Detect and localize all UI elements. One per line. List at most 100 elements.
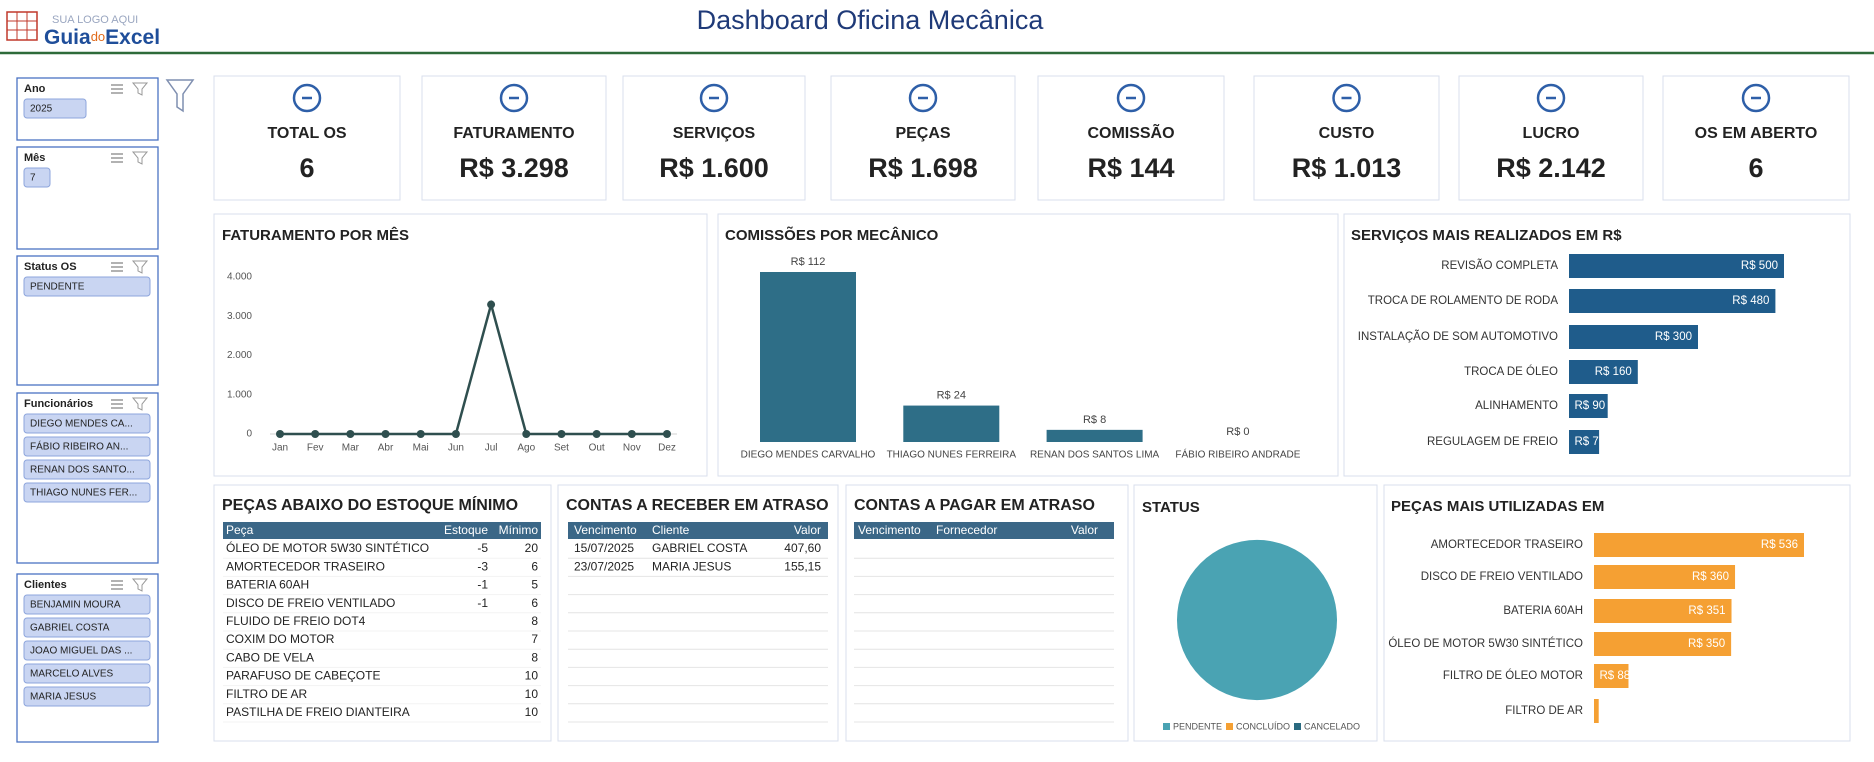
y-tick-label: ALINHAMENTO (1475, 400, 1558, 412)
panel (1458, 75, 1644, 201)
slicer-multiselect-button[interactable] (111, 262, 123, 272)
kpi-value: R$ 144 (1087, 153, 1174, 183)
point (451, 430, 460, 438)
kpi-label: LUCRO (1523, 125, 1580, 142)
x-tick-label: Jul (485, 443, 498, 454)
x-tick-label: Abr (378, 443, 394, 454)
panel (622, 75, 806, 201)
kpi-value: R$ 1.013 (1292, 153, 1402, 183)
slicer-clear-button[interactable] (131, 397, 149, 411)
kpi-icon (1116, 83, 1146, 113)
slicer-item[interactable] (23, 617, 151, 638)
x-tick-label: DIEGO MENDES CARVALHO (741, 450, 876, 461)
panel (1037, 75, 1225, 201)
kpi-value: R$ 1.698 (868, 153, 978, 183)
table-cell: 20 (525, 541, 539, 555)
y-tick-label: AMORTECEDOR TRASEIRO (1431, 539, 1583, 551)
slicer-item[interactable] (23, 276, 151, 297)
slicer-item[interactable] (23, 663, 151, 684)
column-header: Cliente (652, 523, 690, 537)
point (311, 430, 320, 438)
point (487, 300, 496, 309)
slicer-clear-button[interactable] (131, 82, 149, 96)
kpi-value: 6 (299, 153, 314, 183)
dashboard-title: Dashboard Oficina Mecânica (697, 5, 1045, 35)
slicer-clear-button[interactable] (131, 578, 149, 592)
bar (1594, 565, 1736, 589)
table-header (568, 522, 828, 539)
kpi-label: OS EM ABERTO (1695, 125, 1818, 142)
data-label: R$ 88 (1600, 670, 1631, 682)
slicer-item-label: GABRIEL COSTA (30, 623, 110, 634)
slicer-title: Ano (24, 83, 46, 95)
slicer-item[interactable] (23, 459, 151, 480)
kpi-icon (1332, 83, 1361, 113)
slicer (16, 255, 159, 386)
table-cell: -3 (477, 559, 488, 573)
x-tick-label: Fev (307, 443, 324, 454)
column-header: Mínimo (499, 523, 539, 537)
point (663, 430, 671, 438)
slicer-item-label: JOAO MIGUEL DAS ... (30, 646, 132, 657)
slicer-item-label: PENDENTE (30, 282, 85, 293)
slicer-clear-button[interactable] (131, 260, 149, 274)
slicer-item[interactable] (23, 436, 151, 457)
y-tick-label: ÓLEO DE MOTOR 5W30 SINTÉTICO (1388, 637, 1583, 650)
kpi-icon (499, 83, 529, 113)
logo-tagline: SUA LOGO AQUI (52, 14, 138, 26)
slicer-item[interactable] (23, 686, 151, 707)
slicer-multiselect-button[interactable] (111, 84, 123, 94)
slicer-item[interactable] (23, 482, 151, 503)
slicer-item[interactable] (23, 413, 151, 434)
icon-shape (699, 83, 729, 113)
panel (213, 213, 708, 477)
data-label: R$ 350 (1688, 638, 1725, 650)
x-tick-label: Nov (623, 443, 641, 454)
kpi-icon (699, 83, 729, 113)
slicer-item-label: BENJAMIN MOURA (30, 600, 121, 611)
slicer-multiselect-button[interactable] (111, 580, 123, 590)
column-header: Vencimento (858, 523, 921, 537)
icon-shape (1536, 83, 1566, 113)
kpi-label: PEÇAS (895, 125, 950, 142)
y-tick-label: FILTRO DE ÓLEO MOTOR (1443, 669, 1583, 682)
kpi-icon (1741, 83, 1771, 113)
bar (1594, 599, 1732, 623)
slicer-item[interactable] (23, 640, 151, 661)
icon-shape (1741, 83, 1771, 113)
bar (1594, 664, 1629, 688)
table-header (223, 522, 541, 539)
y-tick-label: DISCO DE FREIO VENTILADO (1421, 571, 1583, 583)
point (592, 430, 601, 438)
slicer-item[interactable] (23, 98, 87, 119)
kpi-icon (908, 83, 938, 113)
slicer-multiselect-button[interactable] (111, 153, 123, 163)
slicer-title: Funcionários (24, 398, 93, 410)
slicer-item[interactable] (23, 594, 151, 615)
slicer-clear-button[interactable] (131, 151, 149, 165)
y-tick-label: REGULAGEM DE FREIO (1427, 436, 1558, 448)
table-cell: PARAFUSO DE CABEÇOTE (226, 669, 380, 683)
table-title: PEÇAS ABAIXO DO ESTOQUE MÍNIMO (222, 495, 518, 514)
slicer-multiselect-button[interactable] (111, 399, 123, 409)
table-header (854, 522, 1114, 539)
table-cell: FLUIDO DE FREIO DOT4 (226, 614, 366, 628)
line (280, 299, 667, 436)
table-cell: 8 (531, 650, 538, 664)
table-title: CONTAS A RECEBER EM ATRASO (566, 497, 829, 514)
slicer-item[interactable] (23, 167, 51, 188)
point (416, 430, 425, 438)
point (627, 430, 636, 438)
column-header: Vencimento (574, 523, 637, 537)
bar (1569, 289, 1776, 313)
kpi-label: COMISSÃO (1087, 122, 1174, 142)
point (276, 430, 284, 438)
legend-swatch (1294, 723, 1301, 730)
x-tick-label: Jun (448, 443, 464, 454)
x-tick-label: Ago (517, 443, 535, 454)
table-cell: 23/07/2025 (574, 559, 634, 573)
table-cell: PASTILHA DE FREIO DIANTEIRA (226, 705, 410, 719)
point (522, 430, 531, 438)
table-cell: 155,15 (784, 559, 821, 573)
filter-icon (165, 79, 195, 113)
